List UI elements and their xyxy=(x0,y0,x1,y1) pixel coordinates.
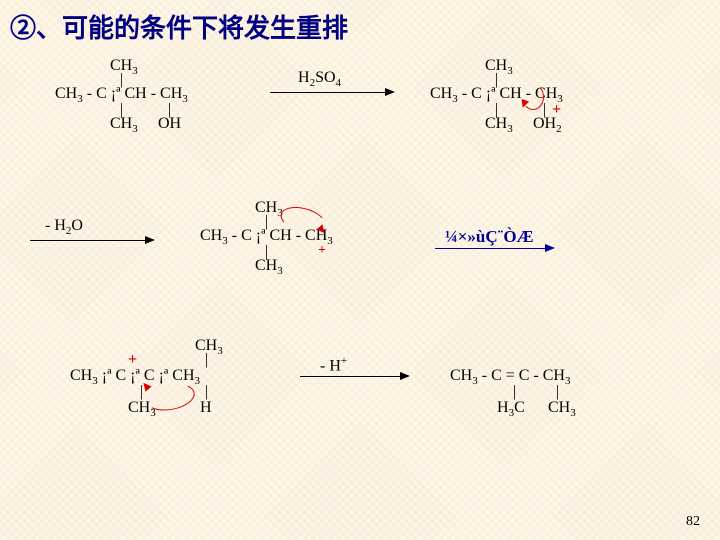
mol-3-top: CH3 xyxy=(255,200,283,219)
mol-2-bot1: CH3 xyxy=(485,116,513,135)
arrow-head-row2b xyxy=(545,244,555,252)
arrow-row2 xyxy=(30,240,145,241)
mol-3-bot1: CH3 xyxy=(255,258,283,277)
reagent-row3: - H+ xyxy=(320,356,347,374)
mol-4-bot2: H xyxy=(200,400,212,416)
annotation-migration: ¼×»ùÇ¨ÒÆ xyxy=(445,228,534,245)
mol-5-bot1: H3C xyxy=(497,400,525,419)
mol-5-bot-bond1: | xyxy=(513,384,516,400)
slide-title: ②、可能的条件下将发生重排 xyxy=(10,8,348,45)
mol-2-bot2: OH2 xyxy=(533,116,562,135)
mol-5-mid: CH3 - C = C - CH3 xyxy=(450,368,570,387)
mol-5-bot-bond2: | xyxy=(556,384,559,400)
reaction-scheme: CH3 | CH3 - C ¡ª CH - CH3 | | CH3 OH H2S… xyxy=(0,50,720,520)
mol-1-bot1: CH3 xyxy=(110,116,138,135)
mol-1-bot2: OH xyxy=(158,116,181,132)
mol-5-bot2: CH3 xyxy=(548,400,576,419)
mol-4-top: CH3 xyxy=(195,338,223,357)
arrow-head-row1 xyxy=(385,88,395,96)
mol-4-bot-bond2: | xyxy=(205,384,208,400)
mol-1-top: CH3 xyxy=(110,58,138,77)
arrow-row2b xyxy=(435,248,545,249)
mol-4-plus: + xyxy=(128,352,137,368)
mol-4-top-bond: | xyxy=(205,352,208,368)
arrow-head-row3 xyxy=(400,372,410,380)
reagent-row2: - H2O xyxy=(45,218,83,237)
arrow-head-row2 xyxy=(145,236,155,244)
reagent-row1: H2SO4 xyxy=(298,70,341,89)
mol-3-plus: + xyxy=(318,244,326,258)
arrow-row1 xyxy=(270,92,385,93)
mol-2-top: CH3 xyxy=(485,58,513,77)
arrow-row3 xyxy=(300,376,400,377)
